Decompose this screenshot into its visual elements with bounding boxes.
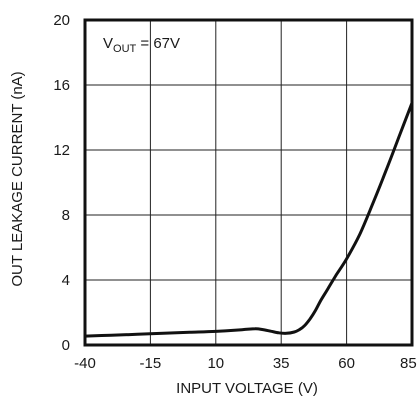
- vout-annotation: VOUT = 67V: [103, 35, 180, 55]
- grid-lines: [85, 20, 412, 345]
- leakage-curve: [83, 101, 414, 338]
- y-tick-labels: 0 4 8 12 16 20: [53, 12, 70, 354]
- y-axis-label: OUT LEAKAGE CURRENT (nA): [9, 71, 26, 286]
- annotation-sub: OUT: [113, 43, 137, 55]
- x-axis-label: INPUT VOLTAGE (V): [176, 380, 318, 397]
- x-tick-labels: -40 -15 10 35 60 85: [74, 355, 417, 372]
- x-tick-label: 10: [207, 355, 224, 372]
- annotation-main: V: [103, 35, 113, 52]
- y-tick-label: 0: [62, 337, 70, 354]
- x-tick-label: 60: [338, 355, 355, 372]
- annotation-rest: = 67V: [136, 35, 180, 52]
- x-tick-label: 85: [400, 355, 417, 372]
- y-tick-label: 12: [53, 142, 70, 159]
- y-tick-label: 16: [53, 77, 70, 94]
- y-tick-label: 20: [53, 12, 70, 29]
- x-tick-label: 35: [273, 355, 290, 372]
- x-tick-label: -40: [74, 355, 96, 372]
- y-tick-label: 4: [62, 272, 70, 289]
- y-tick-label: 8: [62, 207, 70, 224]
- x-tick-label: -15: [140, 355, 162, 372]
- plot-frame: [83, 18, 414, 347]
